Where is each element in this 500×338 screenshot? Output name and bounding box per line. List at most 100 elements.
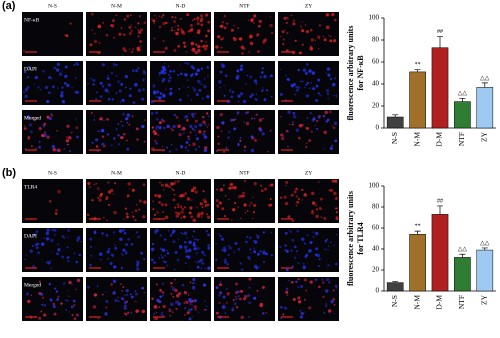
cell — [135, 267, 140, 271]
cell — [223, 14, 226, 18]
cell — [183, 291, 187, 295]
cell — [162, 77, 166, 81]
cell — [326, 92, 329, 96]
x-tick-label: N-M — [412, 295, 421, 310]
cell — [194, 238, 197, 241]
cell — [332, 190, 335, 192]
cell — [270, 231, 272, 234]
cell — [283, 16, 287, 20]
cell — [269, 198, 272, 201]
cell — [174, 206, 177, 209]
cell — [73, 304, 76, 307]
cell — [155, 228, 159, 233]
cell — [163, 62, 166, 65]
micrograph — [150, 179, 211, 223]
cell — [38, 316, 42, 320]
cell — [193, 88, 197, 92]
cell — [61, 70, 64, 72]
cell — [164, 215, 169, 220]
cell — [248, 286, 251, 289]
cell — [194, 245, 197, 248]
cell — [302, 265, 306, 270]
cell — [191, 304, 193, 306]
cell — [160, 183, 165, 187]
cell — [241, 52, 244, 55]
cell — [294, 245, 297, 249]
cell — [23, 127, 27, 130]
cell — [179, 244, 183, 248]
cell — [235, 282, 238, 286]
micrograph — [86, 61, 147, 105]
cell — [73, 317, 77, 321]
cell-dots — [90, 111, 146, 153]
cell — [160, 70, 165, 75]
cell — [197, 212, 201, 216]
cell — [175, 116, 179, 119]
cell — [302, 80, 304, 83]
cell — [172, 124, 176, 129]
cell — [115, 128, 118, 131]
cell — [115, 63, 118, 67]
cell — [311, 71, 316, 75]
cell — [207, 233, 210, 237]
cell — [255, 93, 258, 95]
cell — [189, 281, 192, 284]
cell — [195, 43, 198, 46]
cell — [333, 39, 337, 43]
cell — [117, 80, 120, 83]
cell — [131, 211, 133, 213]
cell — [130, 295, 134, 299]
cell — [303, 298, 306, 301]
cell — [190, 28, 194, 31]
cell — [203, 47, 208, 51]
row-label: Merged — [24, 282, 41, 288]
cell — [238, 38, 240, 40]
cell — [150, 258, 154, 262]
cell — [250, 148, 255, 153]
cell — [162, 21, 166, 26]
cell — [237, 206, 240, 208]
cell — [159, 92, 163, 95]
cell — [297, 197, 300, 200]
cell — [258, 128, 263, 132]
cell — [325, 238, 328, 241]
cell — [233, 24, 235, 27]
cell — [66, 300, 69, 302]
cell — [335, 262, 338, 266]
cell — [138, 30, 142, 34]
cell — [55, 208, 58, 212]
cell — [171, 129, 174, 132]
cell — [121, 125, 124, 127]
cell — [181, 207, 184, 211]
cell — [217, 142, 221, 146]
cell — [298, 51, 302, 55]
bar — [476, 249, 494, 292]
cell — [229, 246, 232, 250]
cell — [45, 231, 50, 236]
cell — [46, 99, 50, 104]
cell — [172, 229, 176, 233]
cell — [163, 126, 166, 130]
cell — [45, 237, 50, 241]
cell — [97, 196, 99, 199]
cell — [97, 130, 100, 133]
cell — [65, 139, 70, 143]
cell — [280, 196, 283, 199]
cell — [315, 247, 319, 251]
cell — [57, 248, 61, 251]
cell — [66, 246, 69, 249]
x-tick-label: N-M — [412, 132, 421, 147]
cell — [255, 233, 258, 236]
cell — [49, 298, 53, 302]
cell — [38, 280, 42, 283]
cell — [314, 124, 316, 127]
cell — [253, 247, 256, 250]
cell — [135, 69, 139, 73]
cell — [120, 82, 124, 86]
cell — [196, 206, 198, 209]
cell — [107, 190, 112, 194]
cell — [291, 265, 294, 268]
x-tick-label: D-M — [435, 295, 444, 310]
cell — [311, 201, 316, 205]
cell — [174, 250, 178, 254]
